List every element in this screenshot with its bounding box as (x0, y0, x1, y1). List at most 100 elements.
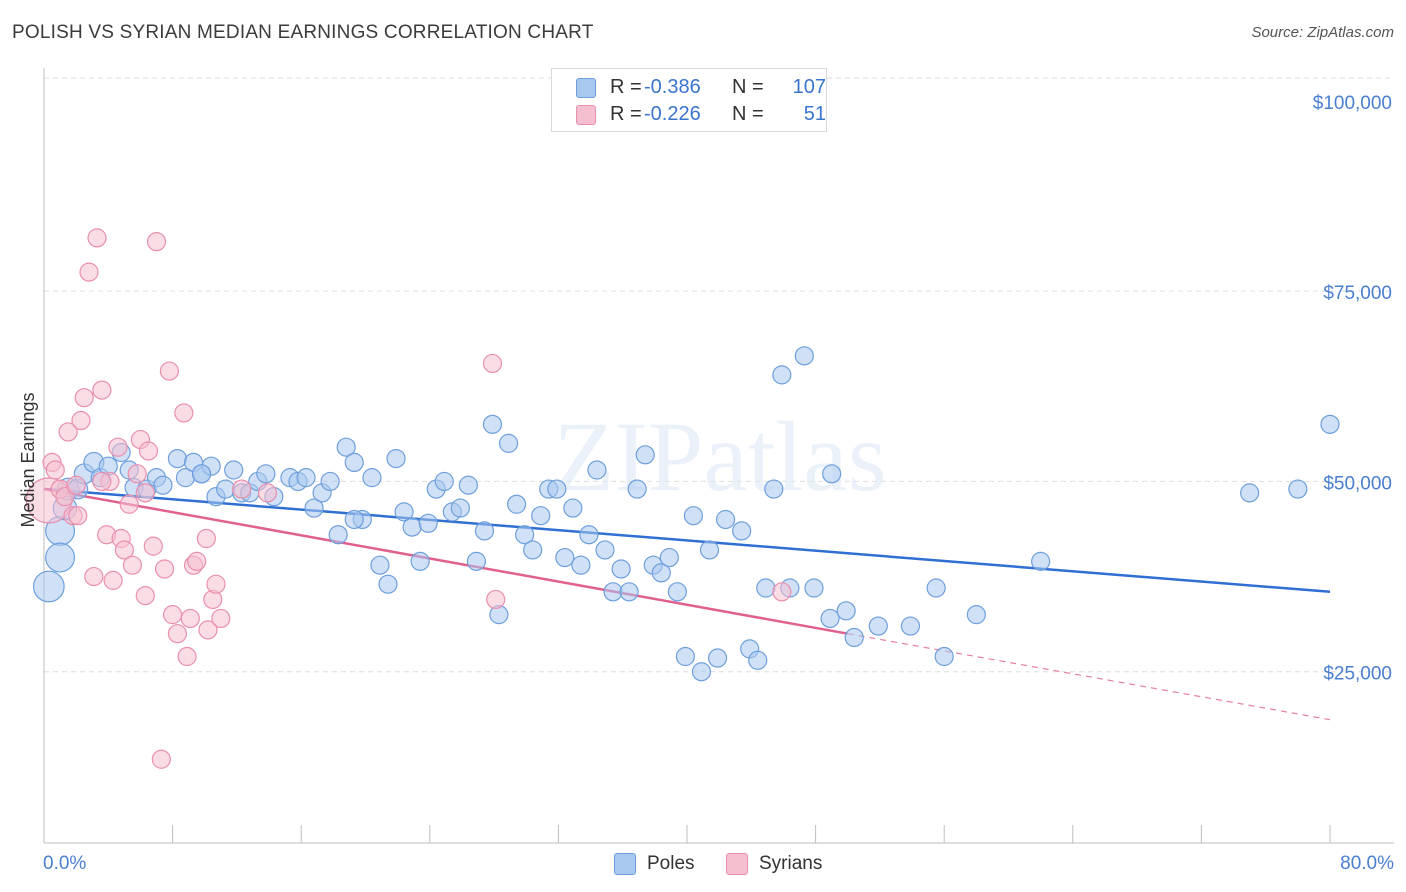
poles-point (1288, 479, 1308, 499)
syrians-legend-swatch (726, 853, 748, 875)
poles-point (32, 570, 65, 603)
syrians-point (55, 487, 75, 507)
syrians-point (167, 624, 188, 644)
syrians-trend-line (43, 487, 848, 635)
syrians-point (211, 608, 231, 629)
syrians-point (232, 479, 252, 499)
axes (43, 68, 1394, 844)
poles-point (966, 605, 986, 625)
poles-point (45, 542, 76, 573)
poles-point (304, 498, 324, 518)
y-tick-label: $25,000 (1323, 664, 1392, 685)
chart-title: POLISH VS SYRIAN MEDIAN EARNINGS CORRELA… (12, 22, 594, 43)
poles-point (296, 468, 316, 488)
poles-point (394, 502, 414, 522)
y-tick-labels: $25,000 $50,000 $75,000 $100,000 (1313, 93, 1392, 685)
poles-point (507, 494, 527, 514)
poles-point (900, 616, 921, 636)
x-tick-label-min: 0.0% (43, 853, 86, 874)
syrians-point (196, 528, 216, 549)
legend-row-syrians: R = -0.226 N = 51 (576, 102, 826, 128)
poles-point (402, 517, 422, 537)
poles-point (370, 555, 390, 575)
legend-r-value: -0.226 (644, 103, 701, 125)
poles-legend-label: Poles (647, 853, 695, 874)
syrians-point (92, 380, 112, 400)
poles-trend-line (43, 487, 1331, 594)
poles-point (635, 445, 655, 465)
poles-point (328, 525, 348, 545)
poles-point (683, 506, 704, 526)
legend-n-label: N = (732, 103, 764, 125)
poles-point (699, 540, 720, 560)
syrians-point (119, 494, 139, 514)
poles-point (378, 574, 398, 594)
syrians-point (87, 228, 107, 248)
poles-point (410, 551, 430, 571)
poles-point (651, 563, 671, 583)
poles-point (216, 479, 236, 499)
poles-point (458, 475, 478, 495)
syrians-point (198, 620, 218, 640)
poles-point (153, 475, 173, 495)
poles-point (844, 627, 864, 648)
syrians-point (122, 555, 143, 575)
poles-point (772, 365, 792, 385)
poles-point (1320, 414, 1340, 434)
poles-points (32, 346, 1340, 682)
poles-point (167, 448, 188, 469)
syrians-point (103, 570, 123, 590)
syrians-point (143, 536, 163, 556)
syrians-point (154, 559, 175, 579)
poles-point (764, 479, 784, 499)
trend-lines (43, 487, 1331, 721)
poles-point (523, 540, 543, 560)
poles-point (1240, 483, 1260, 503)
poles-point (934, 646, 954, 667)
poles-point (756, 578, 776, 598)
poles-point (732, 521, 752, 541)
syrians-point (206, 574, 226, 594)
poles-point (804, 578, 824, 598)
syrians-point (84, 566, 104, 587)
y-tick-label: $75,000 (1323, 283, 1392, 304)
poles-point (691, 662, 712, 682)
poles-point (555, 547, 575, 568)
syrians-point (45, 460, 65, 480)
poles-legend-swatch (614, 853, 636, 875)
syrians-point (127, 464, 147, 484)
syrians-point (68, 506, 88, 526)
poles-point (418, 513, 438, 533)
poles-point (794, 346, 814, 366)
poles-point (344, 509, 364, 530)
syrians-point (66, 475, 86, 495)
poles-point (256, 464, 276, 484)
poles-point (611, 559, 631, 579)
syrians-point (138, 441, 159, 461)
poles-point (595, 540, 615, 560)
poles-point (715, 509, 736, 530)
poles-point (191, 464, 212, 484)
syrians-point (486, 589, 506, 610)
poles-point (820, 608, 840, 629)
poles-point (466, 551, 487, 571)
poles-point (386, 448, 406, 469)
syrians-point (74, 388, 94, 408)
poles-point (836, 601, 856, 621)
poles-point (320, 471, 340, 492)
legend-r-label: R = (610, 76, 642, 98)
legend-n-value: 51 (803, 103, 826, 125)
x-tick-label-max: 80.0% (1340, 853, 1394, 874)
poles-point (667, 582, 687, 602)
poles-point (547, 479, 567, 499)
poles-point (498, 433, 519, 453)
syrians-point (79, 262, 99, 282)
syrians-point (174, 403, 194, 423)
correlation-legend: R = -0.386 N = 107 R = -0.226 N = 51 (551, 68, 827, 132)
gridlines (44, 77, 1394, 673)
syrians-point (151, 749, 171, 769)
poles-point (1031, 551, 1051, 571)
syrians-point (187, 551, 207, 571)
source-label: Source: ZipAtlas.com (1251, 24, 1394, 41)
